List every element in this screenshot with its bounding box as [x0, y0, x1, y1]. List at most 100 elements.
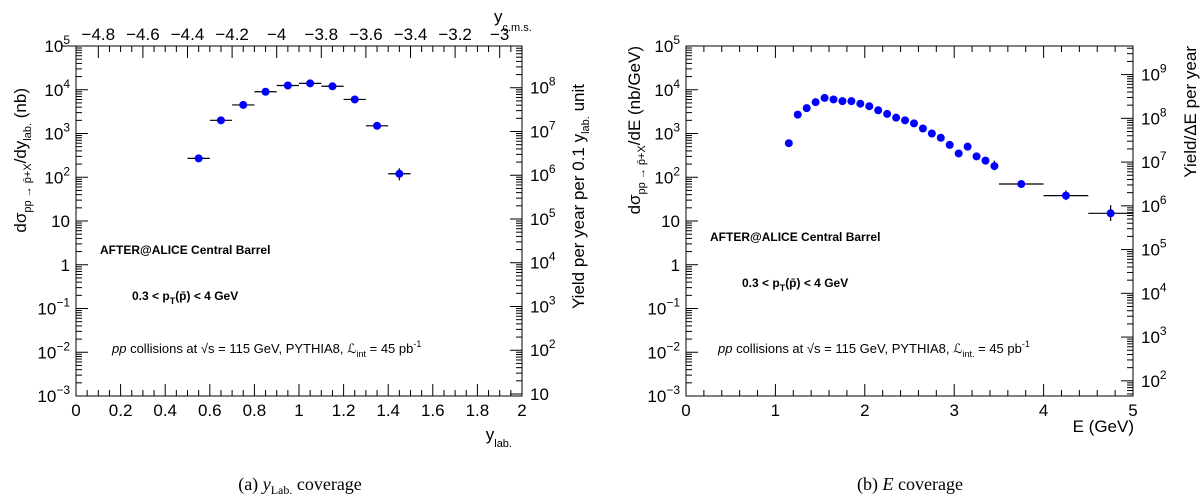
x-tick-label: 0 — [71, 401, 80, 420]
y-tick-label: 1 — [61, 256, 70, 275]
y2-tick-label: 102 — [1141, 368, 1167, 391]
y-tick-label: 10−2 — [647, 339, 680, 362]
data-point — [838, 97, 847, 106]
data-point — [793, 110, 802, 119]
top-tick-label: −3.2 — [438, 25, 472, 44]
top-tick-label: −3.4 — [394, 25, 428, 44]
top-tick-label: −4.2 — [215, 25, 249, 44]
top-axis-label: yc.m.s. — [494, 7, 532, 34]
x-tick-label: 4 — [1039, 401, 1048, 420]
y-axis-label: dσpp → p̄+X/dE (nb/GeV) — [625, 46, 648, 214]
data-point — [981, 156, 990, 165]
y2-tick-label: 108 — [1141, 105, 1167, 128]
data-point — [927, 129, 936, 138]
data-point — [936, 133, 945, 142]
data-point — [918, 124, 927, 133]
data-point — [216, 116, 225, 125]
y2-tick-label: 107 — [530, 118, 556, 141]
annotation-cut: 0.3 < pT(p̄) < 4 GeV — [742, 276, 848, 293]
annotation-collisions: pp collisions at √s = 115 GeV, PYTHIA8, … — [717, 339, 1030, 359]
y2-tick-label: 105 — [530, 206, 556, 229]
x-tick-label: 1.2 — [332, 401, 356, 420]
data-point — [909, 119, 918, 128]
data-point — [972, 152, 981, 161]
panel-a-chart: 0 0.2 0.4 0.6 0.8 1 1.2 1.4 1.6 1.8 210−310−210−11… — [11, 7, 592, 497]
top-tick-label: −3.8 — [305, 25, 339, 44]
caption: (b) E coverage — [857, 474, 963, 495]
data-point — [990, 162, 999, 171]
annotation-title: AFTER@ALICE Central Barrel — [710, 230, 880, 244]
data-point — [829, 95, 838, 104]
top-tick-label: −4 — [267, 25, 286, 44]
data-point — [901, 116, 910, 125]
x-tick-label: 0.6 — [198, 401, 222, 420]
data-point — [1017, 180, 1026, 189]
top-tick-label: −4.6 — [126, 25, 160, 44]
x-tick-label: 0.4 — [153, 401, 177, 420]
y-tick-label: 10−3 — [647, 383, 680, 406]
x-tick-label: 0.8 — [243, 401, 267, 420]
x-tick-label: 2 — [860, 401, 869, 420]
y-axis-label: dσpp → p̄+X/dylab. (nb) — [11, 88, 34, 233]
x-tick-label: 1 — [771, 401, 780, 420]
y-tick-label: 10−2 — [37, 339, 70, 362]
y2-tick-label: 107 — [1141, 149, 1167, 172]
y-tick-label: 102 — [654, 164, 680, 187]
data-point — [811, 98, 820, 107]
y2-tick-label: 105 — [1141, 237, 1167, 260]
data-point — [1106, 209, 1115, 218]
y2-axis-label: Yield/ΔE per year — [1181, 46, 1200, 178]
caption: (a) yLab. coverage — [238, 474, 362, 497]
data-point — [194, 154, 203, 163]
data-point — [261, 87, 270, 96]
annotation-collisions: pp collisions at √s = 115 GeV, PYTHIA8, … — [111, 339, 421, 359]
annotation-cut: 0.3 < pT(p̄) < 4 GeV — [132, 289, 238, 306]
y-tick-label: 103 — [654, 121, 680, 144]
y-tick-label: 1 — [671, 256, 680, 275]
data-point — [847, 97, 856, 106]
y2-tick-label: 103 — [1141, 324, 1167, 347]
y-tick-label: 103 — [44, 121, 70, 144]
y-tick-label: 105 — [44, 33, 70, 56]
data-point — [883, 109, 892, 118]
x-tick-label: 1.4 — [376, 401, 400, 420]
y-tick-label: 104 — [654, 77, 680, 100]
y2-tick-label: 10 — [530, 385, 549, 404]
data-point — [874, 106, 883, 115]
top-tick-label: −3.6 — [349, 25, 383, 44]
x-axis-label: ylab. — [486, 425, 512, 450]
top-tick-label: −4.8 — [82, 25, 116, 44]
y2-tick-label: 106 — [1141, 193, 1167, 216]
top-tick-label: −4.4 — [171, 25, 205, 44]
y-tick-label: 10 — [661, 212, 680, 231]
y-tick-label: 10−1 — [647, 296, 680, 319]
panel-b-chart: 0 1 2 3 4 5 10−3 10−2 10−1 1 10 102 103 104 105 102 103 1… — [625, 33, 1200, 495]
data-point — [328, 82, 337, 91]
top-tick-label: −3 — [490, 25, 509, 44]
y-tick-label: 10−3 — [37, 383, 70, 406]
x-tick-label: 1.8 — [466, 401, 490, 420]
x-axis-label: E (GeV) — [1073, 417, 1134, 436]
y2-axis-label: Yield per year per 0.1 ylab. unit — [569, 84, 592, 309]
x-tick-label: 3 — [949, 401, 958, 420]
y2-tick-label: 104 — [1141, 280, 1167, 303]
x-tick-label: 0 — [681, 401, 690, 420]
y2-tick-label: 106 — [530, 162, 556, 185]
data-point — [945, 140, 954, 149]
data-point — [963, 142, 972, 151]
data-point — [239, 100, 248, 109]
data-point — [350, 95, 359, 104]
data-point — [1061, 191, 1070, 200]
data-point — [856, 99, 865, 108]
y2-tick-label: 102 — [530, 337, 556, 360]
data-point — [306, 79, 315, 88]
x-tick-label: 0.2 — [109, 401, 133, 420]
y2-tick-label: 103 — [530, 293, 556, 316]
x-tick-label: 1 — [294, 401, 303, 420]
data-point — [954, 149, 963, 158]
y-tick-label: 104 — [44, 77, 70, 100]
x-tick-label: 2 — [517, 401, 526, 420]
data-point — [395, 169, 404, 178]
annotation-title: AFTER@ALICE Central Barrel — [100, 243, 270, 257]
